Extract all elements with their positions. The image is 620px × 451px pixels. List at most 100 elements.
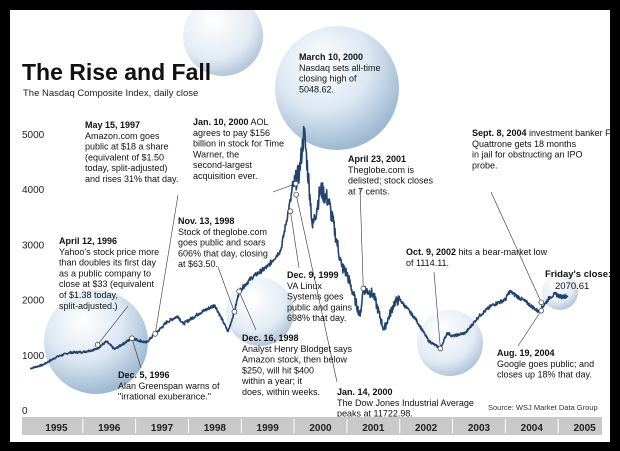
bubble-2002 <box>417 310 483 376</box>
annotation-date: Jan. 10, 2000 <box>193 117 249 127</box>
leader-line <box>490 191 542 303</box>
annotation-text: April 23, 2001 Theglobe.com is delisted; s… <box>348 154 434 196</box>
annotation-date: Dec. 9, 1999 <box>287 270 339 280</box>
event-marker <box>129 335 135 341</box>
annotations: April 12, 1996 Yahoo's stock price more th… <box>59 52 610 419</box>
chart-frame: The Rise and Fall The Nasdaq Composite I… <box>10 10 610 442</box>
annotation: Sept. 8, 2004 investment banker FrankQua… <box>472 128 610 170</box>
x-tick-label: 2000 <box>309 423 332 434</box>
annotation-date: Dec. 16, 1998 <box>242 333 299 343</box>
x-tick-label: 2002 <box>415 423 438 434</box>
annotation-text: Aug. 19, 2004 Google goes public; and clos… <box>497 348 594 380</box>
annotation: Jan. 10, 2000 AOL agrees to pay $156 billi… <box>193 117 284 181</box>
leader-line <box>290 211 300 269</box>
event-marker <box>538 299 545 306</box>
y-tick-label: 3000 <box>22 240 45 251</box>
annotation: Jan. 14, 2000 The Dow Jones Industrial Av… <box>337 387 474 419</box>
event-marker <box>231 308 238 315</box>
annotation-text: 2070.61 <box>555 281 589 292</box>
nasdaq-chart: The Rise and Fall The Nasdaq Composite I… <box>22 10 610 435</box>
annotation-leaders <box>94 180 545 383</box>
annotation-text: Dec. 16, 1998 Analyst Henry Blodget says A… <box>241 333 353 397</box>
annotation-text: Sept. 8, 2004 investment banker FrankQua… <box>472 128 610 170</box>
annotation-date: Aug. 19, 2004 <box>497 348 555 358</box>
leader-line <box>238 291 257 331</box>
y-tick-label: 5000 <box>22 130 45 141</box>
x-tick-label: 1997 <box>151 423 174 434</box>
bubbles <box>44 10 578 394</box>
annotation: March 10, 2000 Nasdaq sets all-time closin… <box>299 52 381 94</box>
annotation: Dec. 9, 1999 VA Linux Systems goes public a… <box>287 270 353 323</box>
leader-line <box>131 338 142 369</box>
annotation-text: Nov. 13, 1998 Stock of theglobe.com goes p… <box>178 216 268 269</box>
annotation-text: Dec. 5, 1996 Alan Greenspan warns of "irra… <box>118 370 220 402</box>
leader-line <box>359 187 364 289</box>
annotation-date: April 12, 1996 <box>59 236 117 246</box>
annotation-date: April 23, 2001 <box>348 154 406 164</box>
x-tick-label: 2003 <box>468 423 491 434</box>
nasdaq-series-line <box>29 125 569 370</box>
annotation-date: March 10, 2000 <box>299 52 363 62</box>
annotation-date: Jan. 14, 2000 <box>337 387 393 397</box>
annotation-date: Oct. 9, 2002 <box>406 247 456 257</box>
x-tick-label: 2001 <box>362 423 385 434</box>
event-marker <box>293 191 299 198</box>
annotation-date: Dec. 5, 1996 <box>118 370 170 380</box>
leader-line <box>154 194 179 334</box>
event-marker <box>287 208 294 215</box>
event-marker <box>292 180 299 187</box>
bubble-top-left <box>183 10 263 76</box>
x-axis-band <box>22 417 602 435</box>
x-tick-label: 2005 <box>573 423 596 434</box>
annotation: Oct. 9, 2002 hits a bear-market low of 11… <box>406 247 548 268</box>
leader-line <box>517 310 542 347</box>
leader-line <box>217 266 235 312</box>
y-tick-label: 2000 <box>22 296 45 307</box>
y-tick-label: 0 <box>22 406 28 417</box>
leader-line <box>97 305 129 346</box>
annotation-text: March 10, 2000 Nasdaq sets all-time closin… <box>299 52 381 94</box>
x-tick-label: 1999 <box>257 423 280 434</box>
annotation-text: Dec. 9, 1999 VA Linux Systems goes public a… <box>287 270 353 323</box>
bubble-peak <box>275 26 399 150</box>
annotation-date: May 15, 1997 <box>85 120 140 130</box>
x-tick-label: 2004 <box>521 423 544 434</box>
source-note: Source: WSJ Market Data Group <box>488 403 598 412</box>
leader-line <box>433 271 441 349</box>
annotation: April 23, 2001 Theglobe.com is delisted; s… <box>348 154 434 196</box>
annotation: Dec. 16, 1998 Analyst Henry Blodget says A… <box>241 333 353 397</box>
event-marker <box>437 345 444 352</box>
annotation: Friday's close:2070.61 <box>545 269 610 292</box>
x-tick-label: 1998 <box>204 423 227 434</box>
annotation-text: Jan. 10, 2000 AOL agrees to pay $156 billi… <box>193 117 284 181</box>
leader-line <box>295 194 338 383</box>
event-marker <box>360 285 367 292</box>
event-marker <box>152 331 158 337</box>
annotation-date: Friday's close: <box>545 269 610 280</box>
event-marker <box>538 307 545 314</box>
x-axis: 1995 1996 1997 1998 1999 2000 2001 2002 2003 2004… <box>45 419 596 434</box>
chart-subtitle: The Nasdaq Composite Index, daily close <box>23 88 198 99</box>
annotation-date: Nov. 13, 1998 <box>178 216 234 226</box>
annotation: May 15, 1997 Amazon.com goes public at $18… <box>85 120 178 184</box>
x-tick-label: 1996 <box>98 423 121 434</box>
event-marker <box>236 288 242 295</box>
annotation: Dec. 5, 1996 Alan Greenspan warns of "irra… <box>118 370 220 402</box>
annotation-text: Oct. 9, 2002 hits a bear-market low of 11… <box>406 247 548 268</box>
annotation-date: Sept. 8, 2004 <box>472 128 527 138</box>
annotation-text: April 12, 1996 Yahoo's stock price more th… <box>59 236 159 311</box>
bubble-1998 <box>226 278 294 346</box>
annotation: Nov. 13, 1998 Stock of theglobe.com goes p… <box>178 216 268 269</box>
annotation: Aug. 19, 2004 Google goes public; and clos… <box>497 348 594 380</box>
annotation: April 12, 1996 Yahoo's stock price more th… <box>59 236 159 311</box>
bubble-1996 <box>44 290 148 394</box>
annotation-text: May 15, 1997 Amazon.com goes public at $18… <box>85 120 178 184</box>
y-tick-label: 1000 <box>22 351 45 362</box>
annotation-text: Jan. 14, 2000 The Dow Jones Industrial Av… <box>337 387 474 419</box>
bubble-close <box>542 274 578 310</box>
event-marker <box>94 342 101 348</box>
y-axis: 0 1000 2000 3000 4000 5000 <box>22 130 45 417</box>
y-tick-label: 4000 <box>22 185 45 196</box>
x-tick-label: 1995 <box>45 423 68 434</box>
leader-line <box>272 183 296 193</box>
